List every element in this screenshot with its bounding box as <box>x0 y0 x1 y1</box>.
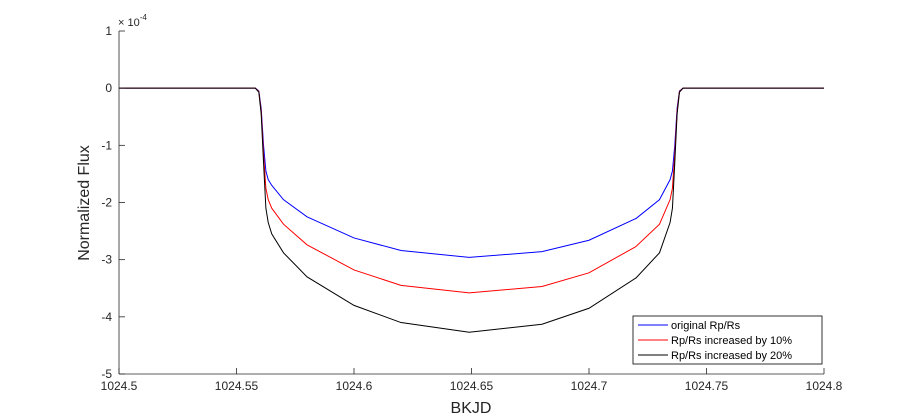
x-tick-label: 1024.7 <box>571 379 608 393</box>
x-tick-label: 1024.75 <box>685 379 729 393</box>
x-tick-label: 1024.55 <box>215 379 259 393</box>
series-line-2 <box>119 87 824 294</box>
legend-label-1: original Rp/Rs <box>671 320 741 332</box>
y-exponent-label: × 10-4 <box>118 13 147 29</box>
y-tick-label: -3 <box>101 253 112 267</box>
y-tick-label: -1 <box>101 138 112 152</box>
series-lines <box>119 87 824 333</box>
y-tick-label: 1 <box>105 24 112 38</box>
legend-label-3: Rp/Rs increased by 20% <box>671 350 792 362</box>
x-tick-label: 1024.65 <box>450 379 494 393</box>
y-tick-label: -2 <box>101 196 112 210</box>
x-tick-label: 1024.6 <box>336 379 373 393</box>
y-exponent-power: -4 <box>140 13 148 22</box>
legend: original Rp/Rs Rp/Rs increased by 10% Rp/R… <box>632 315 823 365</box>
legend-label-2: Rp/Rs increased by 10% <box>671 335 792 347</box>
y-tick-label: 0 <box>105 81 112 95</box>
tick-marks <box>118 30 825 375</box>
y-tick-label: -5 <box>101 367 112 381</box>
x-tick-label: 1024.5 <box>101 379 138 393</box>
x-tick-label: 1024.8 <box>806 379 843 393</box>
y-exponent-base: × 10 <box>118 17 140 29</box>
y-axis-title: Normalized Flux <box>76 145 93 261</box>
series-line-3 <box>119 87 824 333</box>
tick-labels: 1024.5 1024.55 1024.6 1024.65 1024.7 1024.75 1… <box>101 24 843 393</box>
x-axis-title: BKJD <box>451 400 492 417</box>
y-tick-label: -4 <box>101 310 112 324</box>
series-line-1 <box>119 87 824 258</box>
